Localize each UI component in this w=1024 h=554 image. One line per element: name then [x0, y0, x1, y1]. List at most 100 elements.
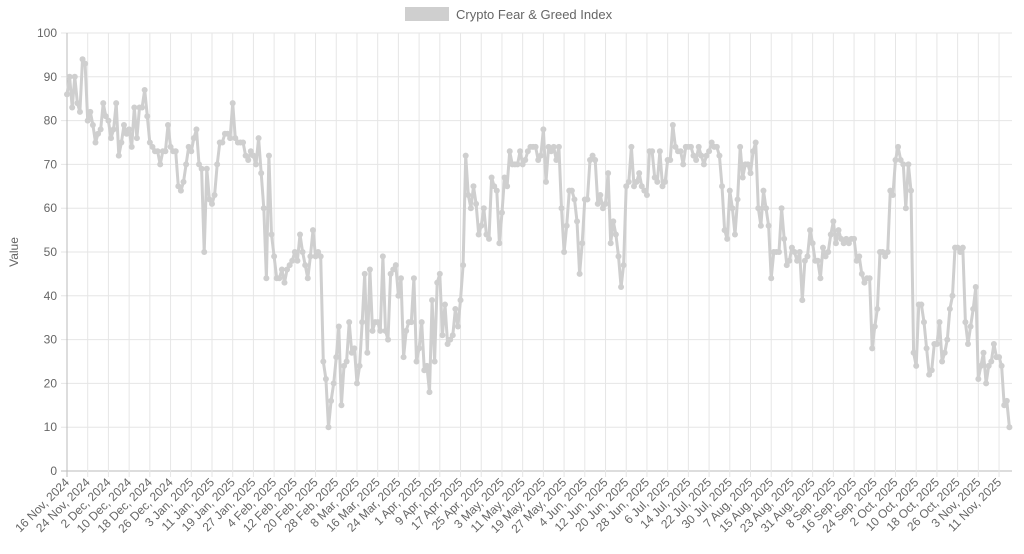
data-point	[449, 332, 456, 339]
data-point	[439, 332, 446, 339]
data-point	[162, 148, 169, 155]
legend-label: Crypto Fear & Greed Index	[456, 7, 613, 22]
data-point	[628, 143, 635, 150]
data-point	[783, 262, 790, 269]
data-point	[320, 358, 327, 365]
data-point	[620, 262, 627, 269]
data-point	[496, 240, 503, 247]
data-point	[985, 362, 992, 369]
data-point	[861, 279, 868, 286]
data-point	[739, 174, 746, 181]
data-point	[801, 257, 808, 264]
data-point	[390, 266, 397, 273]
data-point	[467, 205, 474, 212]
data-point	[574, 218, 581, 225]
data-point	[822, 253, 829, 260]
data-point	[113, 100, 120, 107]
data-point	[139, 104, 146, 111]
data-point	[89, 121, 96, 128]
data-point	[475, 231, 482, 238]
data-point	[874, 305, 881, 312]
data-point	[700, 161, 707, 168]
data-point	[687, 143, 694, 150]
data-point	[794, 257, 801, 264]
data-point	[535, 157, 542, 164]
legend[interactable]: Crypto Fear & Greed Index	[405, 7, 613, 22]
data-point	[752, 139, 759, 146]
data-point	[972, 284, 979, 291]
data-point	[716, 152, 723, 159]
data-point	[255, 135, 262, 142]
data-point	[307, 253, 314, 260]
data-point	[550, 143, 557, 150]
data-point	[537, 152, 544, 159]
data-point	[908, 187, 915, 194]
data-point	[385, 336, 392, 343]
data-point	[522, 157, 529, 164]
data-point	[504, 183, 511, 190]
data-point	[563, 222, 570, 229]
data-point	[299, 249, 306, 255]
data-point	[382, 327, 389, 334]
data-point	[203, 165, 210, 172]
data-point	[517, 148, 524, 155]
data-point	[597, 192, 604, 199]
data-point	[610, 218, 617, 225]
data-point	[964, 340, 971, 347]
data-point	[545, 143, 552, 150]
data-point	[631, 183, 637, 190]
data-point	[975, 376, 982, 383]
data-point	[669, 121, 676, 128]
data-point	[322, 376, 329, 383]
data-point	[830, 218, 837, 225]
data-point	[804, 253, 811, 260]
data-point	[123, 130, 130, 137]
data-point	[157, 161, 164, 168]
data-point	[998, 362, 1005, 369]
data-point	[473, 200, 480, 207]
data-point	[325, 424, 332, 431]
data-point	[429, 297, 436, 304]
data-point	[229, 100, 236, 107]
y-tick-label: 60	[44, 201, 58, 215]
data-point	[395, 292, 402, 299]
data-point	[348, 349, 355, 356]
data-point	[149, 143, 156, 150]
data-point	[343, 358, 350, 365]
y-tick-label: 50	[44, 245, 58, 259]
data-point	[667, 157, 674, 164]
data-point	[532, 143, 539, 150]
data-point	[594, 200, 601, 207]
data-point	[939, 358, 946, 365]
data-point	[315, 249, 322, 255]
data-point	[227, 135, 234, 142]
data-point	[851, 235, 858, 242]
data-point	[791, 249, 798, 255]
data-point	[154, 148, 161, 155]
data-point	[970, 305, 977, 312]
data-point	[584, 196, 591, 203]
data-point	[558, 205, 565, 212]
data-point	[814, 257, 821, 264]
data-point	[633, 178, 640, 185]
data-point	[599, 205, 606, 212]
data-point	[102, 113, 109, 120]
data-point	[69, 104, 76, 111]
data-point	[120, 121, 127, 128]
data-point	[403, 327, 410, 334]
data-point	[95, 130, 102, 137]
data-point	[933, 340, 940, 347]
data-point	[856, 253, 863, 260]
data-point	[426, 389, 433, 396]
data-point	[506, 148, 513, 155]
data-point	[245, 157, 252, 164]
data-point	[602, 200, 609, 207]
data-point	[750, 148, 757, 155]
data-point	[654, 178, 661, 185]
data-point	[897, 157, 904, 164]
data-point	[175, 183, 182, 190]
data-point	[832, 240, 839, 247]
data-point	[276, 275, 283, 282]
data-point	[188, 148, 195, 155]
